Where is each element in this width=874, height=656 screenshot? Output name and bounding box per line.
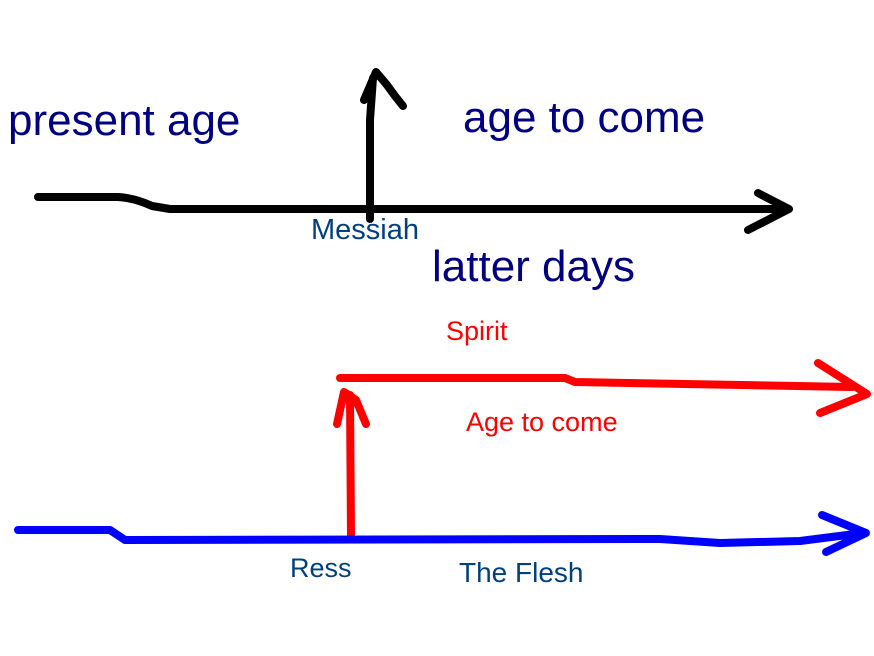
present-age-label: present age — [8, 96, 241, 145]
up-arrowhead-icon — [360, 68, 407, 110]
the-flesh-label: The Flesh — [459, 557, 584, 588]
present-age-timeline-line — [34, 193, 784, 213]
ress-vertical-line — [346, 391, 355, 541]
spirit-arrowhead-icon — [814, 359, 871, 417]
messiah-label: Messiah — [311, 214, 419, 246]
flesh-timeline-line — [14, 526, 859, 547]
timeline-arrowhead-icon — [744, 189, 793, 234]
spirit-timeline-line — [336, 374, 856, 391]
spirit-age-to-come-label: Age to come — [466, 407, 618, 437]
flesh-arrowhead-icon — [818, 511, 870, 556]
age-to-come-label: age to come — [463, 93, 706, 142]
latter-days-label: latter days — [432, 242, 635, 291]
spirit-label: Spirit — [446, 316, 508, 346]
ress-label: Ress — [290, 553, 352, 583]
messiah-vertical-line — [366, 74, 377, 223]
ress-up-arrowhead-icon — [333, 388, 370, 428]
